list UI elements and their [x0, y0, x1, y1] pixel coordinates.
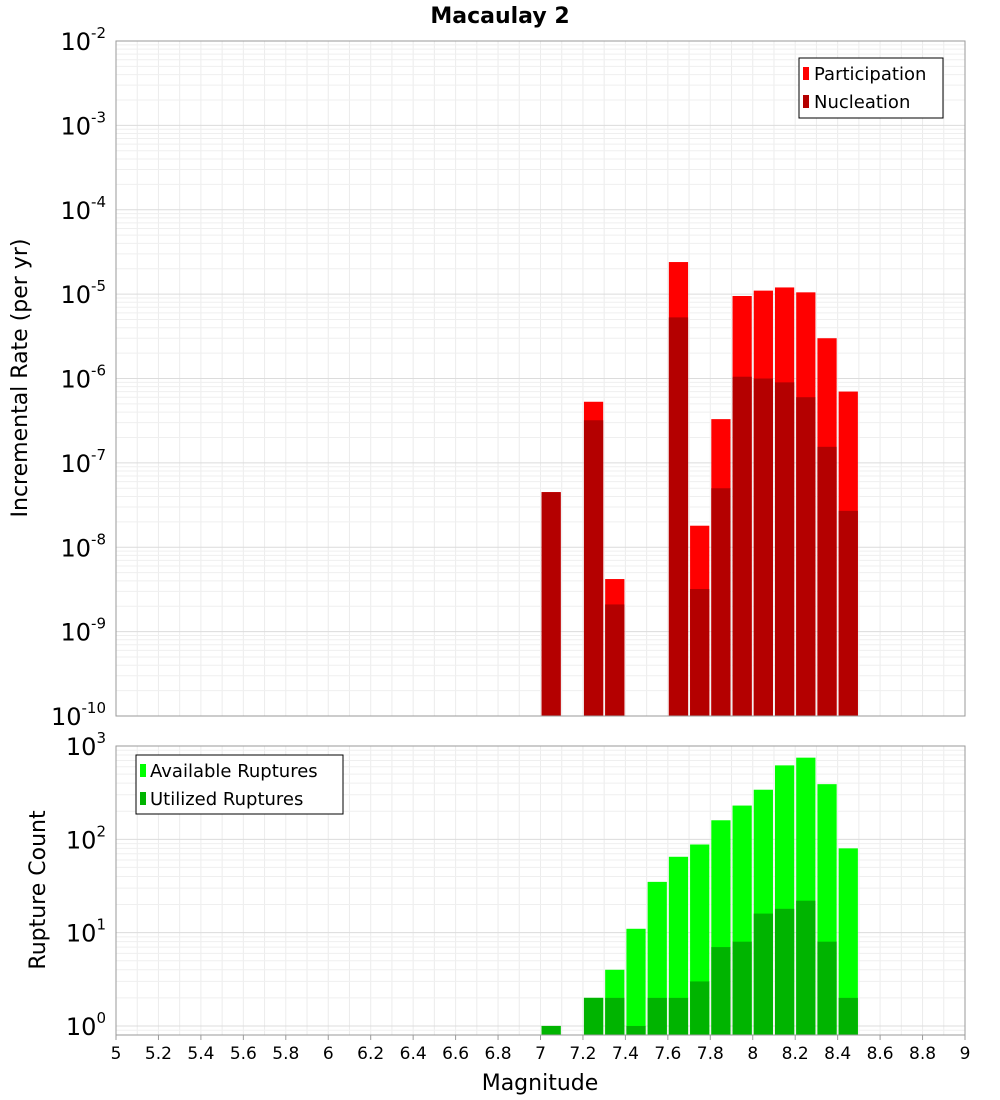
x-tick-label: 5.2 — [145, 1044, 172, 1064]
legend-label-nucleation: Nucleation — [814, 92, 910, 113]
top-legend: Participation Nucleation — [798, 57, 944, 119]
x-axis-label: Magnitude — [482, 1071, 599, 1096]
x-tick-label: 6.4 — [400, 1044, 427, 1064]
legend-swatch-participation — [803, 67, 809, 80]
x-tick-label: 8.4 — [824, 1044, 851, 1064]
x-tick-label: 8.2 — [782, 1044, 809, 1064]
top-bar-s2-7.05 — [541, 492, 561, 716]
top-y-tick-label: 10-7 — [60, 446, 106, 478]
top-plot-frame — [115, 40, 966, 717]
top-bar-s2-7.65 — [668, 317, 689, 716]
x-tick-label: 5 — [111, 1044, 122, 1064]
top-y-tick-label: 10-9 — [60, 615, 106, 647]
legend-label-utilized: Utilized Ruptures — [150, 789, 303, 810]
top-bar-s2-8.35 — [817, 446, 837, 716]
x-ticks: 5 5.2 5.4 5.6 5.8 6 6.2 6.4 6.6 6.8 7 7.2 7.4 7.6 7.8 8… — [111, 1035, 971, 1064]
top-y-tick-label: 10-6 — [60, 362, 106, 394]
x-tick-label: 6.6 — [442, 1044, 469, 1064]
x-tick-label: 5.8 — [272, 1044, 299, 1064]
top-y-tick-label: 10-10 — [51, 699, 106, 731]
bottom-bar-s2-7.35 — [605, 997, 625, 1035]
top-y-ticks: 10-10 10-9 10-8 10-7 10-6 10-5 10-4 10-3 10-2 — [51, 24, 106, 731]
top-y-tick-label: 10-2 — [60, 24, 106, 56]
bottom-bar-s2-8.25 — [796, 900, 816, 1035]
top-bar-s2-7.85 — [711, 488, 731, 716]
x-tick-label: 8 — [747, 1044, 758, 1064]
bottom-bar-s2-8.45 — [838, 997, 858, 1035]
x-tick-label: 5.4 — [187, 1044, 214, 1064]
top-bar-s2-8.45 — [838, 510, 858, 716]
bottom-legend: Available Ruptures Utilized Ruptures — [135, 754, 344, 815]
top-grid — [115, 40, 966, 717]
legend-label-participation: Participation — [814, 64, 926, 85]
x-tick-label: 8.8 — [909, 1044, 936, 1064]
legend-swatch-utilized — [140, 792, 146, 805]
bottom-bar-s1-7.45 — [626, 928, 646, 1035]
bottom-legend-box — [135, 754, 344, 815]
bottom-bar-s2-8.05 — [753, 913, 773, 1035]
top-y-axis-label: Incremental Rate (per yr) — [8, 239, 33, 518]
top-bar-s2-8.05 — [753, 378, 773, 716]
top-bar-s2-7.25 — [583, 420, 604, 716]
bottom-bar-s2-7.05 — [541, 1025, 561, 1035]
x-tick-label: 6.2 — [357, 1044, 384, 1064]
x-tick-label: 6.8 — [485, 1044, 512, 1064]
bottom-bar-s1-7.55 — [647, 881, 667, 1035]
top-legend-box — [798, 57, 944, 119]
bottom-bars — [541, 757, 858, 1035]
bottom-y-tick-label: 102 — [66, 822, 106, 854]
x-tick-label: 5.6 — [230, 1044, 257, 1064]
bottom-bar-s2-7.45 — [626, 1025, 646, 1035]
bottom-bar-s2-7.85 — [711, 947, 731, 1035]
bottom-y-tick-label: 101 — [66, 916, 106, 948]
bottom-bar-s1-8.45 — [838, 848, 858, 1035]
top-bar-s2-7.75 — [690, 589, 710, 716]
top-y-tick-label: 10-5 — [60, 277, 106, 309]
bottom-bar-s2-7.95 — [732, 941, 752, 1035]
x-tick-label: 7.4 — [612, 1044, 639, 1064]
bottom-bar-s2-7.25 — [583, 997, 604, 1035]
top-y-tick-label: 10-4 — [60, 193, 106, 225]
top-bar-s2-7.35 — [605, 604, 625, 716]
top-y-tick-label: 10-8 — [60, 530, 106, 562]
legend-swatch-available — [140, 764, 146, 777]
top-bars — [541, 262, 858, 716]
bottom-y-tick-label: 103 — [66, 729, 106, 761]
bottom-y-ticks: 100 101 102 103 — [66, 729, 106, 1041]
bottom-bar-s2-7.55 — [647, 997, 667, 1035]
bottom-bar-s2-8.35 — [817, 941, 837, 1035]
bottom-bar-s1-7.65 — [668, 856, 689, 1035]
bottom-bar-s2-7.75 — [690, 981, 710, 1035]
legend-swatch-nucleation — [803, 95, 809, 108]
bottom-y-axis-label: Rupture Count — [26, 810, 51, 970]
x-tick-label: 6 — [323, 1044, 334, 1064]
top-bar-s2-7.95 — [732, 376, 752, 716]
legend-label-available: Available Ruptures — [150, 761, 318, 782]
bottom-bar-s2-7.65 — [668, 997, 689, 1035]
bottom-y-tick-label: 100 — [66, 1009, 106, 1041]
top-y-tick-label: 10-3 — [60, 108, 106, 140]
top-bar-s2-8.15 — [774, 382, 795, 716]
x-tick-label: 7 — [535, 1044, 546, 1064]
x-tick-label: 9 — [960, 1044, 971, 1064]
bottom-bar-s2-8.15 — [774, 908, 795, 1035]
chart-title: Macaulay 2 — [430, 4, 569, 29]
x-tick-label: 7.6 — [654, 1044, 681, 1064]
x-tick-label: 8.6 — [867, 1044, 894, 1064]
top-bar-s2-8.25 — [796, 397, 816, 716]
x-tick-label: 7.2 — [569, 1044, 596, 1064]
x-tick-label: 7.8 — [697, 1044, 724, 1064]
